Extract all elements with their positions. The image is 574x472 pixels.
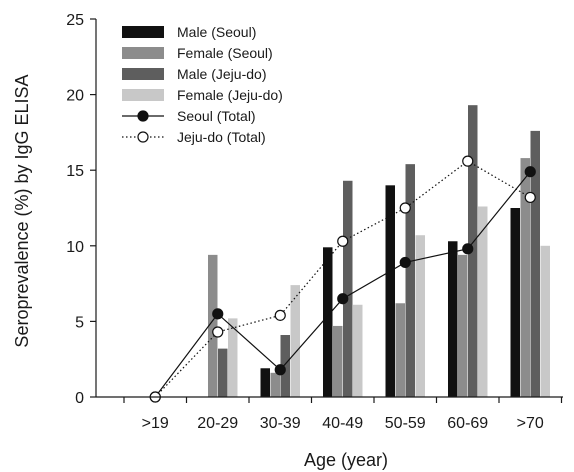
legend-marker-6 (137, 131, 149, 143)
legend-label-6: Jeju-do (Total) (177, 129, 266, 145)
x-axis-title: Age (year) (304, 450, 388, 470)
bar-1-7 (510, 208, 520, 397)
bar-1-5 (385, 185, 395, 397)
y-axis-title: Seroprevalence (%) by IgG ELISA (12, 74, 32, 347)
bar-4-7 (540, 245, 550, 397)
marker-2-2 (212, 326, 224, 338)
bar-4-3 (290, 285, 300, 397)
y-tick-label-2: 5 (75, 314, 84, 331)
marker-2-3 (274, 309, 286, 321)
bar-4-2 (228, 318, 238, 397)
legend-label-3: Male (Jeju-do) (177, 66, 266, 82)
legend-label-4: Female (Jeju-do) (177, 87, 283, 103)
legend-label-5: Seoul (Total) (177, 108, 256, 124)
bar-2-5 (395, 303, 405, 397)
bar-2-2 (208, 254, 218, 397)
axes-group: 0 5 10 15 20 25 >19 20-29 30-39 40-49 50-59 60-69 >7… (66, 12, 563, 432)
legend-swatch-3 (122, 68, 164, 80)
bar-2-7 (520, 158, 530, 397)
y-tick-label-1: 0 (75, 390, 84, 407)
y-tick-label-5: 20 (66, 88, 84, 105)
marker-1-4 (337, 293, 349, 305)
x-tick-label-2: 20-29 (197, 415, 238, 432)
y-tick-label-3: 10 (66, 239, 84, 256)
bar-4-6 (478, 206, 488, 397)
x-tick-label-4: 40-49 (322, 415, 363, 432)
y-tick-label-4: 15 (66, 163, 84, 180)
x-tick-label-6: 60-69 (447, 415, 488, 432)
bar-1-3 (260, 368, 270, 397)
bar-1-4 (323, 247, 333, 397)
x-tick-label-1: >19 (142, 415, 169, 432)
marker-2-4 (337, 235, 349, 247)
y-tick-label-6: 25 (66, 12, 84, 29)
legend-swatch-1 (122, 26, 164, 38)
legend-marker-5 (137, 110, 149, 122)
marker-1-3 (274, 364, 286, 376)
bar-3-5 (405, 164, 415, 397)
lines-group (149, 155, 536, 403)
x-tick-label-3: 30-39 (260, 415, 301, 432)
marker-2-5 (399, 202, 411, 214)
legend: Male (Seoul) Female (Seoul) Male (Jeju-do)… (122, 24, 283, 145)
marker-2-6 (462, 155, 474, 167)
marker-1-7 (524, 166, 536, 178)
bar-2-3 (270, 372, 280, 397)
x-tick-label-7: >70 (517, 415, 544, 432)
x-tick-label-5: 50-59 (385, 415, 426, 432)
legend-swatch-2 (122, 47, 164, 59)
legend-label-2: Female (Seoul) (177, 45, 273, 61)
bars-group (208, 105, 550, 398)
bar-1-6 (448, 241, 458, 397)
bar-4-5 (415, 235, 425, 397)
bar-3-2 (218, 348, 228, 397)
marker-2-7 (524, 191, 536, 204)
marker-1-6 (462, 243, 474, 255)
bar-3-3 (280, 335, 290, 397)
marker-1-2 (212, 308, 224, 320)
bar-3-7 (530, 130, 540, 397)
marker-1-5 (399, 256, 411, 269)
bar-2-4 (333, 325, 343, 397)
legend-label-1: Male (Seoul) (177, 24, 256, 40)
bar-4-4 (353, 304, 363, 397)
bar-2-6 (458, 254, 468, 397)
bar-3-4 (343, 180, 353, 397)
legend-swatch-4 (122, 89, 164, 101)
